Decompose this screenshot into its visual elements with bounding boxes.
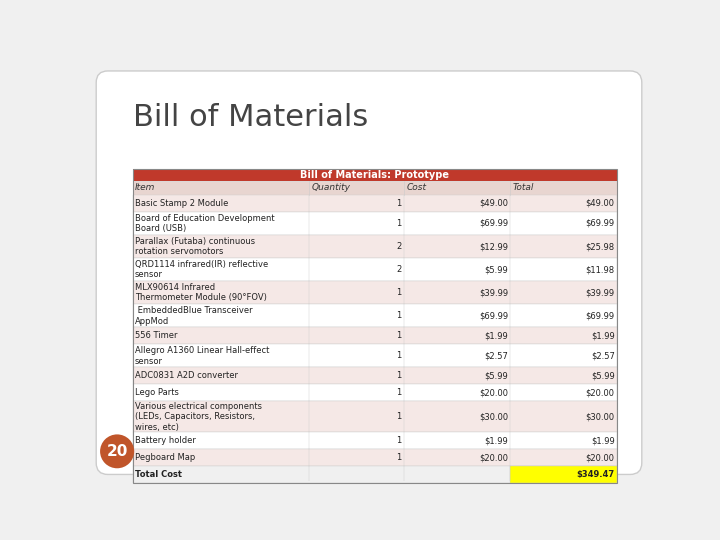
Text: Lego Parts: Lego Parts	[135, 388, 179, 397]
Text: $2.57: $2.57	[485, 352, 508, 360]
Text: $30.00: $30.00	[479, 412, 508, 421]
Bar	[132, 327, 617, 345]
Text: 1: 1	[396, 412, 402, 421]
Text: $12.99: $12.99	[479, 242, 508, 251]
Text: 1: 1	[396, 288, 402, 297]
Bar	[132, 168, 617, 483]
Circle shape	[100, 434, 134, 468]
Text: $69.99: $69.99	[479, 219, 508, 228]
Text: $20.00: $20.00	[479, 388, 508, 397]
Text: Item: Item	[135, 184, 156, 192]
Text: Various electrical components
(LEDs, Capacitors, Resistors,
wires, etc): Various electrical components (LEDs, Cap…	[135, 402, 262, 431]
Text: Allegro A1360 Linear Hall-effect
sensor: Allegro A1360 Linear Hall-effect sensor	[135, 346, 269, 366]
Bar	[132, 168, 617, 181]
Text: ADC0831 A2D converter: ADC0831 A2D converter	[135, 372, 238, 380]
Text: EmbeddedBlue Transceiver
AppMod: EmbeddedBlue Transceiver AppMod	[135, 306, 253, 326]
Text: Total Cost: Total Cost	[135, 470, 182, 479]
Text: 20: 20	[107, 444, 128, 459]
Bar	[132, 367, 617, 384]
Text: Quantity: Quantity	[312, 184, 351, 192]
Text: Total: Total	[513, 184, 534, 192]
Text: Board of Education Development
Board (USB): Board of Education Development Board (US…	[135, 214, 274, 233]
Text: $20.00: $20.00	[585, 453, 615, 462]
Text: 1: 1	[396, 352, 402, 360]
Text: 1: 1	[396, 453, 402, 462]
Text: $1.99: $1.99	[591, 332, 615, 340]
Text: $69.99: $69.99	[585, 219, 615, 228]
Bar	[132, 449, 617, 466]
Text: MLX90614 Infrared
Thermometer Module (90°FOV): MLX90614 Infrared Thermometer Module (90…	[135, 283, 267, 302]
Bar	[132, 281, 617, 304]
Text: 1: 1	[396, 199, 402, 208]
Text: Basic Stamp 2 Module: Basic Stamp 2 Module	[135, 199, 228, 208]
Text: $69.99: $69.99	[585, 312, 615, 320]
Text: Bill of Materials: Prototype: Bill of Materials: Prototype	[300, 170, 449, 180]
FancyBboxPatch shape	[96, 71, 642, 475]
Bar	[132, 401, 617, 432]
Bar	[132, 235, 617, 258]
Text: Cost: Cost	[406, 184, 426, 192]
Text: 1: 1	[396, 388, 402, 397]
Text: Battery holder: Battery holder	[135, 436, 196, 445]
Text: $5.99: $5.99	[485, 372, 508, 380]
Bar	[132, 258, 617, 281]
Bar	[510, 466, 617, 483]
Text: Bill of Materials: Bill of Materials	[132, 103, 368, 132]
Text: Parallax (Futaba) continuous
rotation servomotors: Parallax (Futaba) continuous rotation se…	[135, 237, 255, 256]
Text: QRD1114 infrared(IR) reflective
sensor: QRD1114 infrared(IR) reflective sensor	[135, 260, 268, 279]
Bar	[132, 466, 617, 483]
Bar	[132, 384, 617, 401]
Text: Pegboard Map: Pegboard Map	[135, 453, 195, 462]
Bar	[132, 432, 617, 449]
Text: 1: 1	[396, 219, 402, 228]
Text: $1.99: $1.99	[485, 436, 508, 445]
Text: 1: 1	[396, 332, 402, 340]
Text: 556 Timer: 556 Timer	[135, 332, 177, 340]
Text: 2: 2	[396, 242, 402, 251]
Bar	[132, 304, 617, 327]
Text: $11.98: $11.98	[585, 265, 615, 274]
Text: $20.00: $20.00	[585, 388, 615, 397]
Text: $20.00: $20.00	[479, 453, 508, 462]
Text: $1.99: $1.99	[485, 332, 508, 340]
Bar	[132, 345, 617, 367]
Text: $2.57: $2.57	[591, 352, 615, 360]
Text: $25.98: $25.98	[585, 242, 615, 251]
Text: $349.47: $349.47	[577, 470, 615, 479]
Text: $49.00: $49.00	[479, 199, 508, 208]
Text: 1: 1	[396, 436, 402, 445]
Text: $39.99: $39.99	[479, 288, 508, 297]
Text: $1.99: $1.99	[591, 436, 615, 445]
Bar	[132, 195, 617, 212]
Text: $30.00: $30.00	[585, 412, 615, 421]
Bar	[132, 181, 617, 195]
Bar	[132, 212, 617, 235]
Text: 2: 2	[396, 265, 402, 274]
Text: $39.99: $39.99	[585, 288, 615, 297]
Text: $5.99: $5.99	[485, 265, 508, 274]
Text: $69.99: $69.99	[479, 312, 508, 320]
Text: 1: 1	[396, 372, 402, 380]
Text: $49.00: $49.00	[585, 199, 615, 208]
Text: $5.99: $5.99	[591, 372, 615, 380]
Text: 1: 1	[396, 312, 402, 320]
